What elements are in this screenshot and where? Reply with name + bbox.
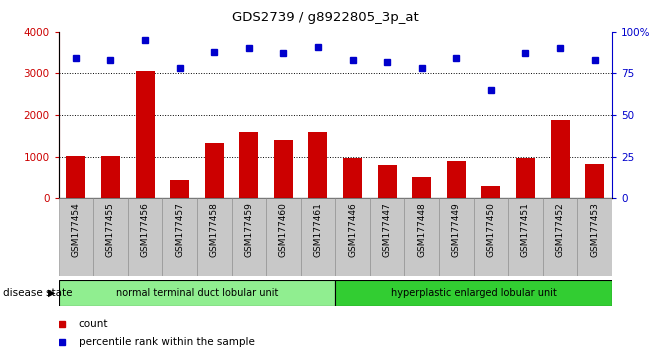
- Text: GSM177459: GSM177459: [244, 202, 253, 257]
- Bar: [577, 198, 612, 276]
- Bar: [93, 198, 128, 276]
- Bar: [551, 120, 570, 198]
- Text: GSM177447: GSM177447: [383, 202, 392, 257]
- Bar: [101, 156, 120, 198]
- Bar: [447, 161, 466, 198]
- Bar: [370, 198, 404, 276]
- Bar: [404, 198, 439, 276]
- Text: GSM177446: GSM177446: [348, 202, 357, 257]
- Bar: [343, 158, 362, 198]
- Text: disease state: disease state: [3, 288, 73, 298]
- Text: count: count: [79, 319, 108, 329]
- Bar: [274, 140, 293, 198]
- Bar: [439, 198, 473, 276]
- Bar: [197, 198, 232, 276]
- Bar: [309, 132, 327, 198]
- Bar: [66, 156, 85, 198]
- Bar: [162, 198, 197, 276]
- Text: GSM177448: GSM177448: [417, 202, 426, 257]
- Text: GSM177460: GSM177460: [279, 202, 288, 257]
- Text: GSM177455: GSM177455: [106, 202, 115, 257]
- Text: percentile rank within the sample: percentile rank within the sample: [79, 337, 255, 347]
- Text: GSM177456: GSM177456: [141, 202, 150, 257]
- Bar: [170, 179, 189, 198]
- Text: GSM177457: GSM177457: [175, 202, 184, 257]
- Bar: [128, 198, 162, 276]
- Text: GSM177453: GSM177453: [590, 202, 599, 257]
- Bar: [335, 198, 370, 276]
- Bar: [508, 198, 543, 276]
- Bar: [412, 177, 431, 198]
- Bar: [301, 198, 335, 276]
- Text: GSM177451: GSM177451: [521, 202, 530, 257]
- Bar: [543, 198, 577, 276]
- Bar: [59, 198, 93, 276]
- Bar: [473, 198, 508, 276]
- Text: GSM177458: GSM177458: [210, 202, 219, 257]
- Bar: [516, 158, 535, 198]
- Text: GSM177452: GSM177452: [555, 202, 564, 257]
- Bar: [59, 280, 335, 306]
- Text: hyperplastic enlarged lobular unit: hyperplastic enlarged lobular unit: [391, 288, 557, 298]
- Bar: [135, 72, 154, 198]
- Text: GSM177454: GSM177454: [72, 202, 80, 257]
- Bar: [335, 280, 612, 306]
- Text: GSM177450: GSM177450: [486, 202, 495, 257]
- Text: GSM177461: GSM177461: [314, 202, 322, 257]
- Bar: [585, 164, 604, 198]
- Bar: [232, 198, 266, 276]
- Text: ▶: ▶: [48, 288, 55, 298]
- Text: GSM177449: GSM177449: [452, 202, 461, 257]
- Text: normal terminal duct lobular unit: normal terminal duct lobular unit: [116, 288, 278, 298]
- Text: GDS2739 / g8922805_3p_at: GDS2739 / g8922805_3p_at: [232, 11, 419, 24]
- Bar: [266, 198, 301, 276]
- Bar: [378, 165, 396, 198]
- Bar: [481, 186, 501, 198]
- Bar: [240, 132, 258, 198]
- Bar: [204, 143, 224, 198]
